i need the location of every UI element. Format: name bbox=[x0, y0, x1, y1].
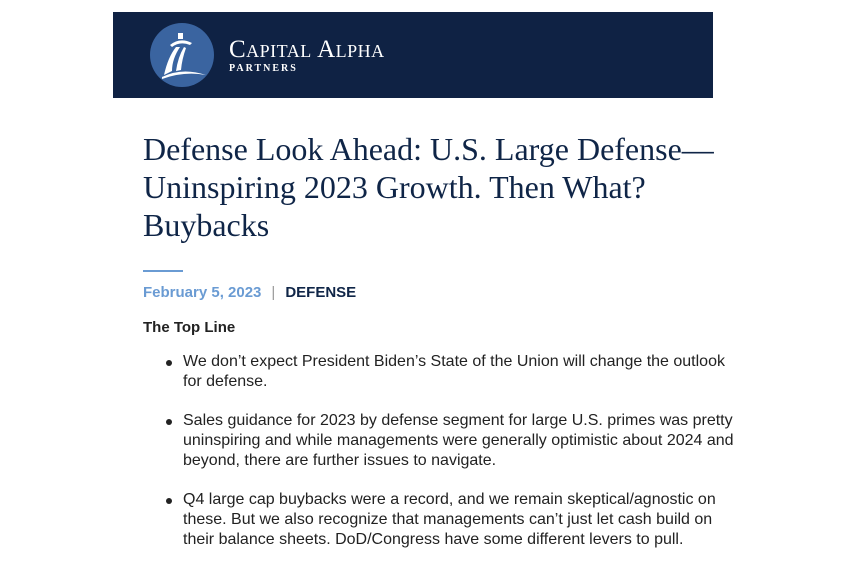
section-heading: The Top Line bbox=[143, 319, 236, 336]
page-title: Defense Look Ahead: U.S. Large Defense—U… bbox=[143, 131, 714, 243]
title-divider bbox=[143, 270, 183, 272]
brand-subtitle: PARTNERS bbox=[229, 63, 298, 74]
brand-name: Capital Alpha bbox=[229, 36, 385, 63]
header-banner: Capital Alpha PARTNERS bbox=[113, 12, 713, 98]
publish-date: February 5, 2023 bbox=[143, 284, 262, 301]
brand-logo: Capital Alpha PARTNERS bbox=[229, 36, 385, 74]
list-item: We don’t expect President Biden’s State … bbox=[166, 352, 743, 392]
list-item: Q4 large cap buybacks were a record, and… bbox=[166, 490, 743, 550]
category-label[interactable]: DEFENSE bbox=[285, 284, 357, 301]
list-item: Sales guidance for 2023 by defense segme… bbox=[166, 411, 743, 471]
capitol-dome-logo-icon bbox=[150, 23, 214, 87]
meta-separator: | bbox=[271, 284, 276, 301]
bullet-list: We don’t expect President Biden’s State … bbox=[166, 352, 743, 569]
article-meta: February 5, 2023 | DEFENSE bbox=[143, 284, 356, 301]
